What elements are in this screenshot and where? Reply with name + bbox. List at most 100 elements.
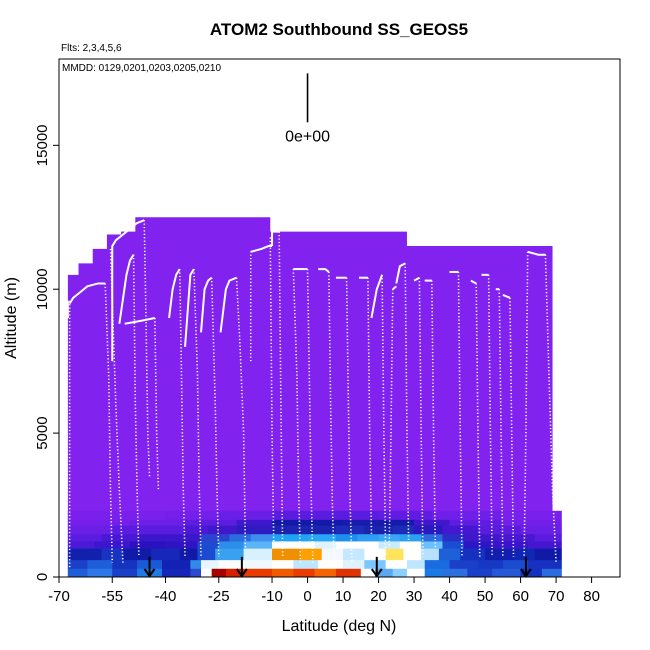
heatmap-cell — [392, 568, 408, 578]
x-tick-label: -25 — [208, 588, 230, 605]
heatmap-cell — [414, 525, 443, 535]
x-tick-label: -70 — [48, 588, 70, 605]
heatmap-cell — [378, 519, 415, 526]
heatmap-cell — [378, 510, 433, 520]
heatmap-cell — [421, 548, 440, 561]
heatmap-cell — [541, 568, 562, 578]
heatmap-cell — [343, 519, 379, 526]
x-axis-label: Latitude (deg N) — [282, 618, 397, 635]
heatmap-cell — [236, 519, 273, 526]
y-axis: 0 5000 10000 15000 — [34, 124, 59, 581]
heatmap-cell — [67, 559, 88, 569]
heatmap-cell — [307, 519, 344, 526]
heatmap-cell — [201, 568, 213, 578]
heatmap-cell — [392, 525, 415, 535]
heatmap-cell — [161, 559, 191, 569]
dates-note: MMDD: 0129,0201,0203,0205,0210 — [62, 63, 221, 74]
heatmap-cell — [300, 548, 323, 561]
heatmap-cell — [438, 548, 461, 561]
heatmap-cell — [314, 541, 337, 549]
flight-track-line — [118, 254, 135, 324]
heatmap-cell — [307, 533, 337, 542]
heatmap-cell — [360, 568, 376, 578]
flight-track-dotted — [178, 269, 186, 557]
heatmap-cell — [137, 533, 174, 542]
arrow-marker — [520, 556, 532, 578]
flight-track-dotted — [292, 269, 302, 563]
heatmap-cell — [321, 548, 344, 561]
heatmap-cell — [449, 519, 504, 526]
heatmap-cell — [364, 525, 394, 535]
y-tick-label: 5000 — [34, 416, 51, 449]
plot-area: 0e+00 — [66, 73, 562, 578]
heatmap-cell — [424, 568, 443, 578]
heatmap-cell — [335, 568, 362, 578]
heatmap-cell — [236, 525, 273, 535]
heatmap-cell — [463, 533, 500, 542]
heatmap-cell — [477, 559, 504, 569]
heatmap-cell — [122, 548, 152, 561]
flight-track-line — [250, 245, 273, 253]
heatmap-cell — [442, 525, 479, 535]
heatmap-cell — [243, 548, 273, 561]
heatmap-cell — [190, 568, 202, 578]
flight-track-dotted — [345, 277, 353, 563]
heatmap-cell — [67, 510, 166, 520]
x-tick-label: 30 — [406, 588, 423, 605]
heatmap-cell — [534, 548, 562, 561]
heatmap-cell — [197, 541, 220, 549]
flight-track-line — [111, 219, 145, 362]
flight-track-dotted — [475, 283, 481, 557]
heatmap-cell — [424, 559, 450, 569]
flight-track-dotted — [388, 289, 394, 549]
heatmap-cell — [183, 519, 237, 526]
heatmap-cell — [272, 548, 301, 561]
x-tick-label: 70 — [548, 588, 565, 605]
heatmap-cell — [130, 519, 184, 526]
flight-track-line — [184, 268, 195, 347]
heatmap-cell — [272, 559, 294, 569]
heatmap-cell — [364, 548, 387, 561]
heatmap-cell — [499, 533, 536, 542]
flight-track-dotted — [132, 254, 140, 557]
x-tick-label: 60 — [512, 588, 529, 605]
heatmap-cell — [307, 525, 337, 535]
heatmap-cell — [343, 559, 365, 569]
heatmap-cell — [375, 568, 394, 578]
heatmap-cell — [335, 541, 358, 549]
heatmap-cell — [357, 533, 379, 542]
heatmap-cell — [197, 548, 216, 561]
heatmap-cell — [421, 533, 443, 542]
flight-track-line — [124, 317, 156, 325]
plot-frame — [58, 58, 621, 578]
heatmap-cell — [208, 525, 237, 535]
heatmap-cell — [364, 559, 387, 569]
heatmap-cell — [67, 525, 113, 535]
flight-track-line — [392, 285, 397, 290]
heatmap-cell — [67, 519, 131, 526]
heatmap-cell — [272, 510, 308, 520]
y-tick-label: 15000 — [34, 124, 51, 166]
y-tick-label: 0 — [34, 573, 51, 581]
heatmap-cell — [467, 568, 493, 578]
x-tick-label: -40 — [155, 588, 177, 605]
flight-track-dotted — [544, 254, 557, 563]
arrow-marker — [370, 556, 383, 578]
heatmap-cell — [357, 541, 379, 549]
heatmap-cell — [513, 548, 536, 561]
flight-track-dotted — [104, 283, 114, 563]
flight-track-line — [395, 262, 406, 284]
flight-track-dotted — [269, 237, 275, 549]
heatmap-cell — [87, 559, 113, 569]
heatmap-cell — [183, 525, 209, 535]
flight-track-dotted — [306, 269, 314, 563]
heatmap-cell — [179, 548, 198, 561]
heatmap-cell — [243, 541, 273, 549]
flight-track-dotted — [498, 289, 504, 557]
heatmap-cell — [431, 510, 504, 520]
heatmap-cell — [165, 510, 220, 520]
heatmap-cell — [460, 548, 486, 561]
heatmap-cell — [442, 568, 468, 578]
flight-track-line — [318, 268, 330, 273]
